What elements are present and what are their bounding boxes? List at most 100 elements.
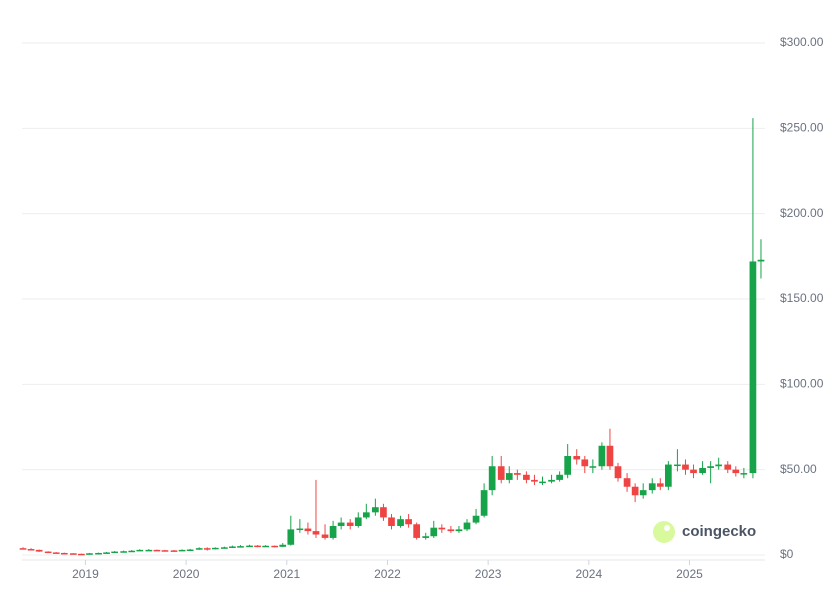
candle-body bbox=[480, 490, 488, 516]
candle-body bbox=[86, 553, 93, 555]
candle-body bbox=[362, 512, 370, 518]
candle-body bbox=[505, 473, 513, 480]
candle-body bbox=[329, 525, 337, 538]
candle-body bbox=[111, 551, 118, 554]
candle-body bbox=[463, 522, 471, 530]
candle-body bbox=[623, 478, 631, 487]
x-tick-label: 2019 bbox=[72, 567, 99, 581]
y-tick-label: $0 bbox=[780, 547, 794, 561]
candle-body bbox=[430, 527, 438, 537]
candle-body bbox=[397, 519, 404, 526]
candle-body bbox=[757, 259, 765, 262]
candle-body bbox=[321, 534, 329, 538]
candle-body bbox=[27, 549, 35, 551]
y-tick-label: $250.00 bbox=[780, 121, 824, 135]
candle-body bbox=[539, 481, 546, 484]
candle-body bbox=[296, 528, 304, 531]
candle-body bbox=[262, 545, 269, 548]
y-tick-label: $200.00 bbox=[780, 206, 824, 220]
candle-body bbox=[178, 549, 186, 552]
candle-body bbox=[715, 464, 723, 467]
candle-body bbox=[35, 549, 43, 552]
candle-body bbox=[237, 546, 244, 548]
candle-body bbox=[186, 549, 194, 552]
candle-body bbox=[488, 466, 496, 491]
candle-body bbox=[438, 527, 446, 530]
candle-body bbox=[304, 528, 312, 532]
candle-body bbox=[161, 550, 169, 552]
candle-body bbox=[573, 456, 581, 460]
candle-body bbox=[740, 473, 748, 475]
candle-body bbox=[531, 479, 538, 482]
candle-body bbox=[413, 524, 421, 538]
candle-body bbox=[337, 522, 345, 526]
y-tick-label: $150.00 bbox=[780, 291, 824, 305]
candle-body bbox=[229, 546, 236, 548]
candle-body bbox=[497, 466, 505, 480]
candle-body bbox=[346, 522, 354, 526]
candle-body bbox=[447, 529, 455, 532]
candle-body bbox=[690, 469, 697, 474]
candle-body bbox=[472, 515, 480, 523]
candle-body bbox=[513, 473, 521, 475]
candle-body bbox=[589, 466, 597, 468]
candle-body bbox=[656, 483, 664, 487]
candle-body bbox=[44, 551, 52, 554]
candle-body bbox=[523, 474, 530, 480]
x-tick-label: 2020 bbox=[173, 567, 200, 581]
candle-body bbox=[60, 552, 68, 555]
candle-body bbox=[211, 547, 219, 550]
candle-body bbox=[254, 545, 261, 548]
candle-body bbox=[707, 466, 714, 468]
candle-body bbox=[287, 529, 295, 545]
candle-body bbox=[682, 464, 689, 470]
candle-body bbox=[279, 544, 287, 547]
candle-body bbox=[639, 490, 647, 496]
candle-body bbox=[195, 548, 203, 550]
y-tick-label: $300.00 bbox=[780, 35, 824, 49]
candle-body bbox=[724, 464, 732, 470]
candle-body bbox=[52, 552, 60, 554]
candle-body bbox=[312, 531, 320, 535]
candle-body bbox=[380, 507, 387, 518]
x-tick-label: 2023 bbox=[475, 567, 502, 581]
watermark-text: coingecko bbox=[682, 523, 756, 540]
candle-body bbox=[614, 466, 622, 479]
candle-body bbox=[136, 549, 144, 552]
x-tick-label: 2025 bbox=[676, 567, 703, 581]
candle-body bbox=[749, 261, 757, 474]
candle-body bbox=[120, 551, 128, 553]
candle-body bbox=[203, 548, 211, 550]
candle-body bbox=[548, 479, 555, 482]
candle-body bbox=[422, 536, 430, 538]
candle-body bbox=[246, 545, 253, 548]
candle-body bbox=[455, 529, 463, 532]
candle-body bbox=[598, 445, 606, 467]
watermark-logo-eye bbox=[664, 525, 670, 531]
candle-body bbox=[732, 469, 740, 474]
candle-body bbox=[405, 519, 412, 525]
y-tick-label: $50.00 bbox=[780, 462, 817, 476]
candle-body bbox=[372, 507, 379, 513]
candle-body bbox=[354, 517, 362, 526]
candle-body bbox=[556, 474, 563, 480]
candle-body bbox=[153, 549, 161, 552]
candle-body bbox=[103, 552, 110, 554]
candle-body bbox=[564, 456, 572, 475]
candle-body bbox=[648, 483, 656, 491]
candle-body bbox=[145, 549, 153, 552]
candle-body bbox=[19, 548, 27, 550]
candle-body bbox=[95, 552, 102, 555]
candle-body bbox=[674, 464, 681, 467]
candle-body bbox=[606, 445, 614, 467]
candle-body bbox=[388, 517, 395, 526]
x-tick-label: 2024 bbox=[575, 567, 602, 581]
watermark: coingecko bbox=[653, 521, 756, 543]
candle-body bbox=[581, 459, 589, 467]
candle-body bbox=[631, 486, 639, 496]
candle-body bbox=[221, 547, 228, 549]
candle-body bbox=[170, 550, 178, 552]
candle-body bbox=[69, 553, 77, 555]
